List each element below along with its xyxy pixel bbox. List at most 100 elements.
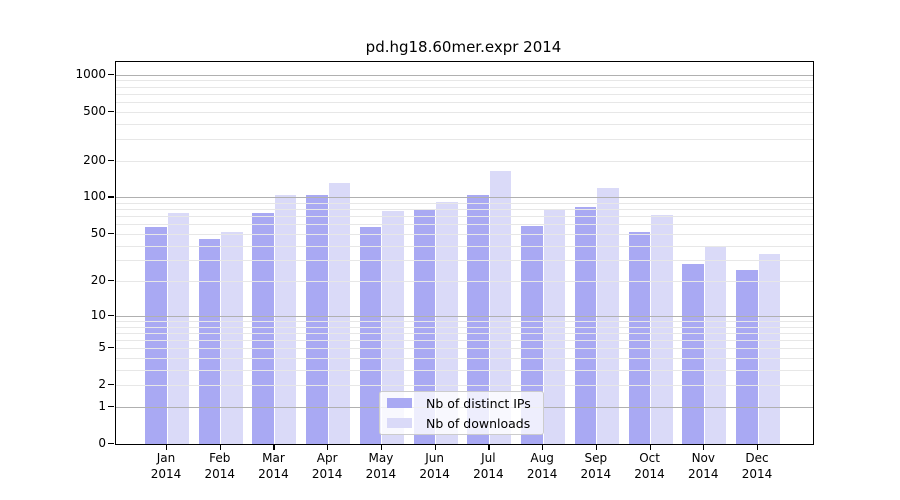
y-tick-label-20: 20 <box>90 273 106 288</box>
x-tick-label-dec: Dec 2014 <box>741 451 773 481</box>
x-tick-mark-mar <box>273 444 275 450</box>
bar-oct-distinct-ips <box>628 231 651 444</box>
gridline-40 <box>116 245 813 247</box>
legend-swatch-distinct-ips <box>387 398 412 408</box>
x-tick-label-apr: Apr 2014 <box>311 451 343 481</box>
gridline-30 <box>116 260 813 262</box>
gridline-2 <box>116 385 813 387</box>
y-tick-mark-0 <box>108 443 114 445</box>
y-tick-label-10: 10 <box>90 307 106 322</box>
gridline-90 <box>116 202 813 204</box>
y-tick-mark-5 <box>108 347 114 349</box>
gridline-9 <box>116 320 813 322</box>
gridline-6 <box>116 340 813 341</box>
gridline-900 <box>116 80 813 82</box>
x-tick-label-feb: Feb 2014 <box>204 451 235 481</box>
bar-feb-downloads <box>221 231 243 444</box>
gridline-800 <box>116 86 813 88</box>
y-tick-mark-100 <box>108 196 114 198</box>
x-tick-label-aug: Aug 2014 <box>526 451 558 481</box>
x-tick-mark-dec <box>757 444 759 450</box>
legend: Nb of distinct IPs Nb of downloads <box>379 391 544 435</box>
gridline-200 <box>116 160 813 162</box>
gridline-60 <box>116 224 813 226</box>
bar-dec-distinct-ips <box>736 269 758 444</box>
bar-jan-distinct-ips <box>145 227 167 444</box>
gridline-500 <box>116 111 813 113</box>
legend-swatch-downloads <box>387 418 412 428</box>
bar-nov-distinct-ips <box>682 264 704 444</box>
plot-area <box>115 61 814 445</box>
bar-may-distinct-ips <box>359 227 382 444</box>
x-tick-mark-may <box>380 444 383 450</box>
y-tick-mark-20 <box>108 280 114 282</box>
x-tick-label-jan: Jan 2014 <box>150 451 182 481</box>
y-tick-mark-200 <box>108 159 114 161</box>
y-tick-mark-10 <box>108 314 114 317</box>
bar-oct-downloads <box>651 215 673 444</box>
y-tick-mark-500 <box>108 110 114 112</box>
x-tick-mark-jul <box>488 444 490 450</box>
bars-layer <box>116 62 813 444</box>
bar-mar-downloads <box>274 195 297 444</box>
gridline-8 <box>116 326 813 328</box>
y-tick-mark-1000 <box>108 73 114 75</box>
y-tick-label-2: 2 <box>98 377 106 392</box>
y-tick-label-100: 100 <box>83 189 106 204</box>
gridline-10 <box>116 315 813 317</box>
bar-apr-downloads <box>328 183 351 444</box>
bar-feb-distinct-ips <box>198 239 221 444</box>
bar-nov-downloads <box>704 245 727 444</box>
y-tick-label-50: 50 <box>90 225 106 240</box>
gridline-400 <box>116 123 813 125</box>
x-tick-mark-sep <box>595 444 598 450</box>
gridline-3 <box>116 369 813 371</box>
bar-jul-distinct-ips <box>467 194 489 444</box>
y-tick-label-0: 0 <box>98 436 106 450</box>
y-tick-label-1: 1 <box>98 398 106 413</box>
gridline-300 <box>116 138 813 140</box>
x-tick-label-mar: Mar 2014 <box>258 451 289 481</box>
gridline-70 <box>116 216 813 218</box>
y-tick-label-1000: 1000 <box>75 66 106 81</box>
x-tick-mark-apr <box>327 444 329 450</box>
legend-item-downloads: Nb of downloads <box>380 417 543 430</box>
y-tick-label-200: 200 <box>83 152 106 167</box>
x-tick-label-sep: Sep 2014 <box>580 451 612 481</box>
y-tick-mark-1 <box>108 405 114 408</box>
bar-jul-downloads <box>489 170 512 444</box>
gridline-20 <box>116 281 813 283</box>
x-tick-mark-aug <box>542 444 544 450</box>
y-tick-label-500: 500 <box>83 103 106 118</box>
legend-label-downloads: Nb of downloads <box>426 415 531 431</box>
x-tick-mark-jan <box>166 444 168 450</box>
x-tick-label-may: May 2014 <box>365 451 397 481</box>
x-tick-mark-feb <box>219 444 221 450</box>
gridline-600 <box>116 102 813 104</box>
gridline-50 <box>116 233 813 235</box>
x-tick-label-nov: Nov 2014 <box>688 451 719 481</box>
legend-item-distinct-ips: Nb of distinct IPs <box>380 397 543 410</box>
gridline-80 <box>116 209 813 211</box>
y-tick-mark-2 <box>108 384 114 386</box>
x-tick-mark-nov <box>703 444 705 450</box>
chart-title: pd.hg18.60mer.expr 2014 <box>365 38 562 56</box>
gridline-5 <box>116 348 813 350</box>
x-tick-label-jul: Jul 2014 <box>473 451 504 481</box>
x-tick-label-jun: Jun 2014 <box>419 451 450 481</box>
gridline-4 <box>116 357 813 359</box>
y-tick-mark-50 <box>108 232 114 235</box>
x-tick-label-oct: Oct 2014 <box>634 451 665 481</box>
gridline-100 <box>116 197 813 199</box>
y-tick-label-5: 5 <box>98 340 106 355</box>
bar-apr-distinct-ips <box>306 194 328 444</box>
bar-jun-downloads <box>436 202 458 444</box>
gridline-1000 <box>116 74 813 76</box>
x-tick-mark-oct <box>649 444 651 450</box>
gridline-700 <box>116 93 813 95</box>
grid-layer <box>116 62 813 444</box>
legend-label-distinct-ips: Nb of distinct IPs <box>426 395 531 411</box>
bar-sep-distinct-ips <box>574 206 597 444</box>
x-tick-mark-jun <box>434 444 436 450</box>
